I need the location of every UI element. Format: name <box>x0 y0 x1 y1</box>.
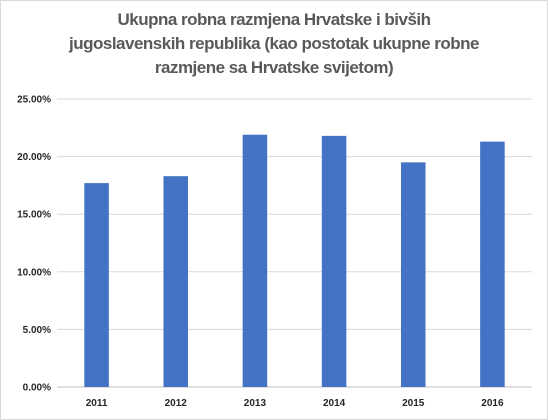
x-tick-label: 2016 <box>481 398 504 409</box>
x-tick-label: 2012 <box>165 398 188 409</box>
x-tick-label: 2011 <box>86 398 108 409</box>
bar-2015 <box>400 162 426 387</box>
y-tick-label: 25.00% <box>17 95 51 106</box>
gridlines <box>57 98 532 388</box>
y-tick-label: 20.00% <box>17 152 51 163</box>
bar-2011 <box>84 183 109 387</box>
bar-2012 <box>163 176 189 387</box>
bar-2013 <box>242 134 268 387</box>
chart-title: Ukupna robna razmjena Hrvatske i bivših … <box>69 10 479 77</box>
y-tick-label: 10.00% <box>17 267 51 278</box>
x-tick-label: 2013 <box>244 398 267 409</box>
y-axis-ticks: 0.00% 5.00% 10.00% 15.00% 20.00% 25.00% <box>17 95 51 394</box>
y-tick-label: 5.00% <box>23 325 51 336</box>
y-tick-label: 15.00% <box>17 210 51 221</box>
bar-2016 <box>480 141 505 387</box>
bars <box>84 134 505 387</box>
bar-2014 <box>321 135 347 387</box>
x-tick-label: 2014 <box>323 398 346 409</box>
x-axis-ticks: 2011 2012 2013 2014 2015 2016 <box>86 398 504 409</box>
y-tick-label: 0.00% <box>23 383 51 394</box>
x-tick-label: 2015 <box>402 398 425 409</box>
